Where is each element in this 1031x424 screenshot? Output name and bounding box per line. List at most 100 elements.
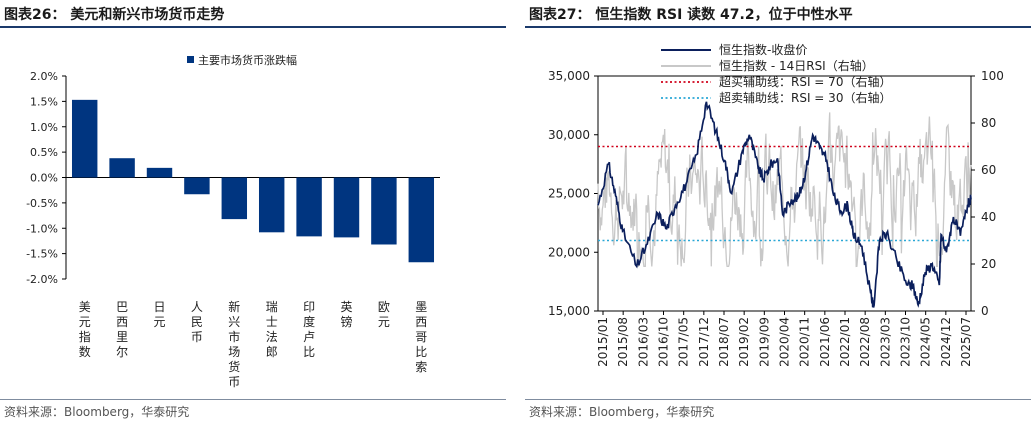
bar [146,167,173,178]
x-tick-label: 2023/03 [878,317,892,367]
category-label-char: 郎 [266,345,278,359]
line-chart: 35,000 30,000 25,000 20,000 15,000 100 80 60 40 2… [548,42,1004,367]
category-label-char: 民 [191,315,203,329]
category-label-char: 索 [415,360,427,374]
category-label-char: 里 [116,330,128,344]
x-tick-label: 2025/07 [959,317,973,367]
category-label-char: 欧 [378,300,390,314]
y-tick-label: -0.5% [26,197,58,210]
right-panel: 图表27： 恒生指数 RSI 读数 47.2，位于中性水平 35,000 30,0… [525,0,1031,424]
x-tick-label: 2015/08 [616,317,630,367]
category-label-char: 镑 [340,314,352,329]
category-label-char: 市 [228,329,240,344]
right-title-rule [525,26,1031,28]
category-label-char: 指 [79,329,91,344]
category-label-char: 美 [79,300,91,314]
right-y-tick-label: 80 [981,116,996,130]
legend-swatch-bar [187,56,194,63]
x-tick-label: 2016/03 [636,317,650,367]
x-tick-label: 2017/12 [697,317,711,367]
bar [221,177,248,220]
category-label-char: 元 [378,315,390,329]
line-chart-series [597,101,972,308]
category-label-char: 英 [340,300,352,314]
plot-frame [597,75,972,312]
x-tick-label: 2022/01 [838,317,852,367]
right-y-tick-label: 0 [981,304,989,318]
left-y-tick-label: 35,000 [548,69,590,83]
right-y-tick-label: 60 [981,163,996,177]
x-tick-label: 2020/11 [798,317,812,367]
bar [258,177,285,233]
x-tick-label: 2019/02 [737,317,751,367]
category-label-char: 瑞 [266,300,278,314]
left-y-tick-label: 20,000 [548,245,590,259]
category-label-char: 巴 [116,300,128,314]
x-tick-label: 2017/05 [677,317,691,367]
y-tick-label: -1.5% [26,248,58,261]
line-chart-axis: 35,000 30,000 25,000 20,000 15,000 100 80 60 40 2… [548,69,1004,367]
left-figure-title: 图表26： 美元和新兴市场货币走势 [4,7,225,23]
legend-label: 超卖辅助线：RSI = 30（右轴） [719,90,891,105]
category-label-char: 新 [228,299,240,314]
category-label-char: 人 [191,300,203,314]
x-tick-label: 2020/04 [778,317,792,367]
category-label-char: 西 [415,315,427,329]
category-label-char: 士 [266,315,278,329]
x-tick-label: 2018/07 [717,317,731,367]
right-y-tick-label: 100 [981,69,1004,83]
category-label-char: 兴 [228,315,240,329]
y-tick-label: 1.5% [30,95,58,108]
x-tick-label: 2021/06 [818,317,832,367]
category-label-char: 元 [153,315,165,329]
bar [408,177,435,263]
category-label-char: 哥 [415,330,427,344]
bar [184,177,210,195]
category-label-char: 尔 [116,344,128,359]
x-tick-label: 2016/10 [657,317,671,367]
y-tick-label: 0.5% [30,146,58,159]
category-label-char: 场 [228,345,240,359]
category-label-char: 元 [79,315,91,329]
x-tick-label: 2019/09 [757,317,771,367]
left-source-rule [0,399,506,400]
left-panel: 图表26： 美元和新兴市场货币走势 2.0% 1.5% 1.0% 0.5% 0.0% -0… [0,0,506,424]
bar-chart: 2.0% 1.5% 1.0% 0.5% 0.0% -0.5% -1.0% -1.5% -2.0%… [26,53,440,389]
left-y-tick-label: 15,000 [548,304,590,318]
category-label-char: 比 [415,345,427,359]
x-tick-label: 2023/10 [899,317,913,367]
left-y-tick-label: 25,000 [548,187,590,201]
y-tick-label: 1.0% [30,121,58,134]
category-label-char: 度 [303,314,315,329]
right-source-rule [525,399,1031,400]
legend-label-bar: 主要市场货币涨跌幅 [198,53,297,67]
bar [371,177,397,245]
category-label-char: 印 [303,300,315,314]
hsi-close-line [597,101,972,308]
category-label-char: 法 [266,330,278,344]
legend-label: 恒生指数-收盘价 [719,42,807,57]
category-label-char: 货 [228,359,240,374]
bar [296,177,322,237]
bar [109,158,135,178]
y-tick-label: 0.0% [30,172,58,185]
legend-label: 恒生指数 - 14日RSI（右轴） [719,58,874,73]
category-label-char: 比 [303,345,315,359]
category-label-char: 西 [116,315,128,329]
right-source: 资料来源：Bloomberg，华泰研究 [529,405,715,419]
category-label-char: 币 [191,330,203,344]
y-tick-label: 2.0% [30,70,58,83]
category-label-char: 墨 [415,300,427,314]
right-y-tick-label: 40 [981,210,996,224]
left-source: 资料来源：Bloomberg，华泰研究 [4,405,190,419]
x-tick-label: 2024/05 [919,317,933,367]
y-tick-label: -2.0% [26,273,58,286]
legend-label: 超买辅助线：RSI = 70（右轴） [719,74,891,89]
x-tick-label: 2024/12 [939,317,953,367]
left-title-rule [0,26,506,28]
y-tick-label: -1.0% [26,222,58,235]
right-figure-title: 图表27： 恒生指数 RSI 读数 47.2，位于中性水平 [529,7,853,23]
right-y-tick-label: 20 [981,257,996,271]
